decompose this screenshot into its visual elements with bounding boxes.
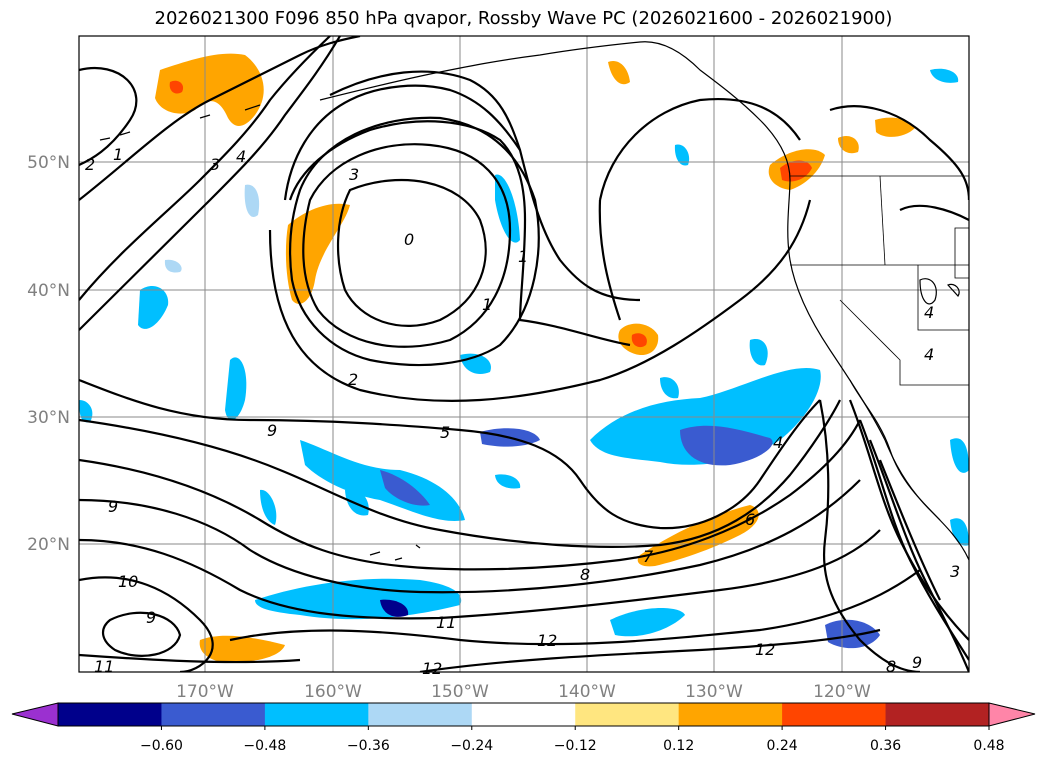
contour-label: 5: [440, 423, 450, 442]
contour-label: 6: [745, 510, 755, 529]
positive-anomaly-west: [285, 203, 350, 304]
positive-anomaly-nw: [155, 53, 264, 126]
colorbar-cell: [264, 703, 369, 726]
contour-label: 4: [773, 433, 783, 452]
colorbar-cell: [368, 703, 473, 726]
contour-label: 10: [118, 572, 138, 591]
contour-label: 4: [924, 303, 934, 322]
positive-anomaly-sw: [199, 635, 285, 663]
contour-label: 3: [210, 155, 220, 174]
negative-anomaly-ne: [930, 68, 959, 83]
contour-label: 11: [436, 613, 456, 632]
contour-label: 4: [924, 345, 934, 364]
negative-anomaly-wmid: [225, 357, 247, 421]
lat-label: 50°N: [27, 153, 70, 173]
negative-anomaly-c4: [495, 474, 521, 489]
contour-label: 0: [404, 230, 414, 249]
contour-label: 12: [755, 640, 775, 659]
negative-anomaly-e2: [749, 339, 768, 366]
colorbar-cell: [471, 703, 576, 726]
colorbar-tick-label: 0.36: [870, 738, 901, 754]
colorbar-tick-label: −0.12: [554, 738, 597, 754]
longitude-labels: 170°W 160°W 150°W 140°W 130°W 120°W: [176, 682, 871, 702]
negative-anomaly-light2: [164, 259, 182, 273]
colorbar-tick-label: −0.48: [243, 738, 286, 754]
contour-label: 12: [537, 631, 557, 650]
contour-label: 4: [236, 147, 246, 166]
negative-anomaly-nne: [674, 144, 690, 166]
colorbar-cells: [58, 703, 990, 726]
positive-core-nw: [169, 80, 184, 94]
negative-core-south: [380, 599, 409, 617]
negative-anomaly-e3: [660, 377, 679, 399]
negative-anomaly-west: [138, 285, 169, 329]
positive-anomaly-north: [608, 60, 630, 85]
colorbar-cell: [575, 703, 680, 726]
negative-anomaly-ee2: [950, 518, 969, 546]
negative-anomaly-c3: [260, 489, 277, 525]
positive-core-central: [631, 333, 647, 348]
contour-label: 3: [950, 562, 960, 581]
contour-label: 9: [912, 653, 922, 672]
lon-label: 160°W: [304, 682, 362, 702]
graticule: [79, 36, 969, 672]
negative-core-east: [680, 425, 773, 466]
contour-label: 2: [85, 155, 95, 174]
colorbar-tick-label: −0.24: [450, 738, 493, 754]
colorbar-tick-label: 0.12: [663, 738, 694, 754]
contour-label: 8: [886, 657, 896, 676]
negative-anomaly-ee: [950, 438, 969, 473]
map-frame: [78, 35, 970, 673]
negative-anomaly-se: [825, 619, 880, 649]
lat-label: 30°N: [27, 408, 70, 428]
chart-title: 2026021300 F096 850 hPa qvapor, Rossby W…: [154, 8, 893, 29]
contour-label: 2: [348, 370, 358, 389]
contour-label: 12: [422, 659, 442, 678]
lon-label: 130°W: [685, 682, 743, 702]
lon-label: 140°W: [558, 682, 616, 702]
map-area: [79, 36, 969, 672]
colorbar-cell: [161, 703, 266, 726]
colorbar: −0.60 −0.48 −0.36 −0.24 −0.12 0.12 0.24 0.36 0.4…: [11, 702, 1036, 754]
lat-label: 20°N: [27, 535, 70, 555]
negative-core-center: [380, 470, 430, 506]
negative-anomaly-light: [244, 184, 260, 217]
colorbar-tick-label: −0.60: [140, 738, 183, 754]
colorbar-cell: [885, 703, 990, 726]
colorbar-ticks: −0.60 −0.48 −0.36 −0.24 −0.12 0.12 0.24 0.36 0.4…: [140, 726, 1005, 754]
colorbar-tick-label: −0.36: [347, 738, 390, 754]
contour-label: 9: [108, 497, 118, 516]
lon-label: 150°W: [431, 682, 489, 702]
positive-anomaly-ne: [875, 117, 915, 137]
colorbar-tick-label: 0.48: [973, 738, 1004, 754]
contour-label: 7: [643, 547, 654, 566]
contour-label: 9: [267, 421, 277, 440]
negative-anomaly-c2: [345, 489, 369, 516]
colorbar-cell: [678, 703, 783, 726]
colorbar-extend-low: [11, 702, 59, 727]
latitude-labels: 50°N 40°N 30°N 20°N: [27, 153, 70, 555]
contour-label: 1: [482, 295, 492, 314]
lon-label: 170°W: [176, 682, 234, 702]
colorbar-extend-high: [988, 702, 1036, 727]
colorbar-cell: [58, 703, 162, 726]
colorbar-tick-label: 0.24: [767, 738, 798, 754]
positive-anomaly-ne2: [838, 135, 859, 154]
coastlines: [99, 41, 969, 561]
negative-anomaly-south: [255, 578, 462, 620]
contour-label: 9: [146, 608, 156, 627]
negative-anomaly-south2: [610, 608, 685, 637]
contour-label: 8: [580, 565, 590, 584]
lon-label: 120°W: [813, 682, 871, 702]
colorbar-frame: [57, 702, 990, 727]
lat-label: 40°N: [27, 281, 70, 301]
contour-label: 1: [113, 145, 123, 164]
contour-label: 3: [349, 165, 359, 184]
contours: [79, 36, 969, 672]
contour-label: 11: [94, 657, 114, 676]
colorbar-cell: [782, 703, 887, 726]
contour-labels: 2 1 3 4 3 0 1 1 2 5 9 9 10 9 11 7 8 6 4 …: [85, 145, 960, 678]
contour-label: 1: [518, 247, 528, 266]
